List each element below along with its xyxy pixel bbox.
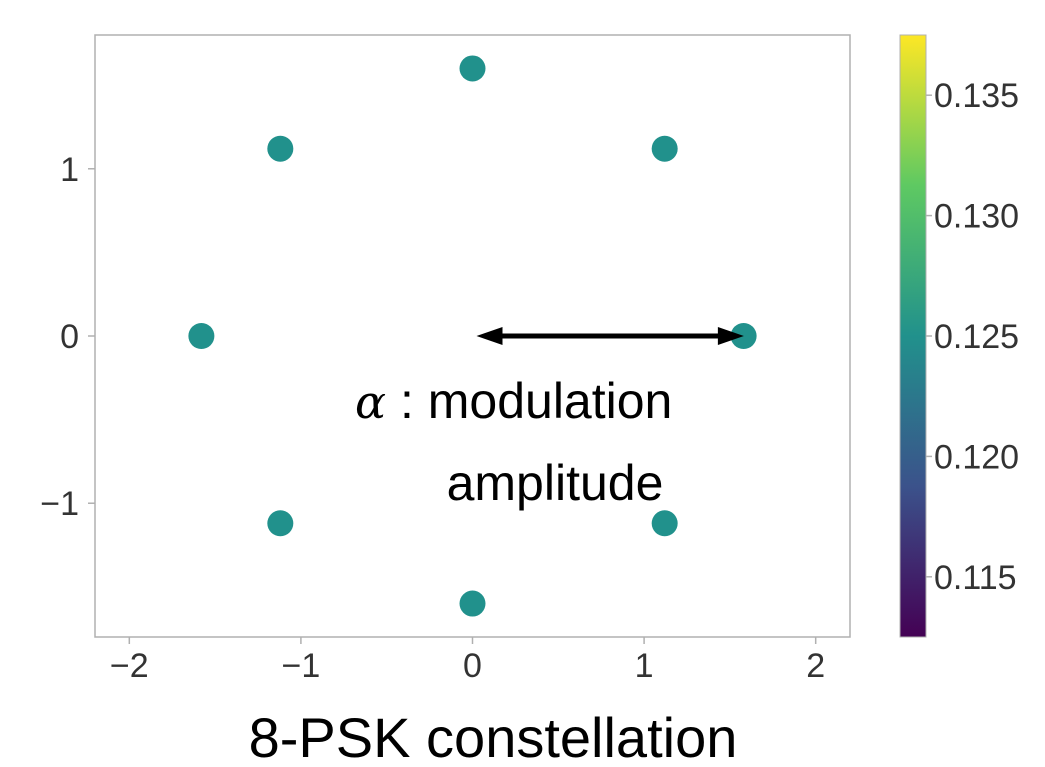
x-tick-label: 0 xyxy=(463,647,482,685)
x-tick-label: 1 xyxy=(635,647,654,685)
y-tick-label: −1 xyxy=(40,485,79,523)
x-tick-label: −1 xyxy=(282,647,321,685)
annotation-line-1: α : modulation xyxy=(355,373,672,429)
constellation-point xyxy=(267,510,294,537)
caption: 8-PSK constellation xyxy=(249,706,738,767)
y-tick-label: 1 xyxy=(60,151,79,189)
constellation-point xyxy=(651,510,678,537)
colorbar-ticks: 0.115 0.120 0.125 0.130 0.135 xyxy=(926,77,1019,597)
colorbar-tick-label: 0.115 xyxy=(934,559,1017,597)
x-tick-label: −2 xyxy=(110,647,149,685)
constellation-point xyxy=(459,55,486,82)
constellation-point xyxy=(459,590,486,617)
constellation-point xyxy=(188,323,215,349)
x-tick-label: 2 xyxy=(806,647,825,685)
colorbar-tick-label: 0.135 xyxy=(934,77,1019,115)
y-tick-label: 0 xyxy=(60,318,79,356)
constellation-point xyxy=(267,135,294,162)
arrow-head-right-icon xyxy=(717,327,744,345)
colorbar-tick-label: 0.130 xyxy=(934,198,1019,236)
colorbar-gradient xyxy=(899,34,927,638)
annotation-line-2: amplitude xyxy=(447,455,664,511)
colorbar-tick-label: 0.120 xyxy=(934,438,1019,476)
x-axis: −2 −1 0 1 2 xyxy=(110,637,825,685)
arrow-head-left-icon xyxy=(476,327,503,345)
constellation-point xyxy=(651,135,678,162)
y-axis: −1 0 1 xyxy=(40,151,95,523)
annotation: α : modulation amplitude xyxy=(355,327,744,511)
annotation-text-1: : modulation xyxy=(386,373,672,429)
colorbar: 0.115 0.120 0.125 0.130 0.135 xyxy=(899,34,1019,638)
plot-area: −2 −1 0 1 2 −1 0 1 α : modulation amplitude xyxy=(40,34,851,685)
alpha-symbol: α xyxy=(355,375,386,429)
colorbar-tick-label: 0.125 xyxy=(934,318,1019,356)
